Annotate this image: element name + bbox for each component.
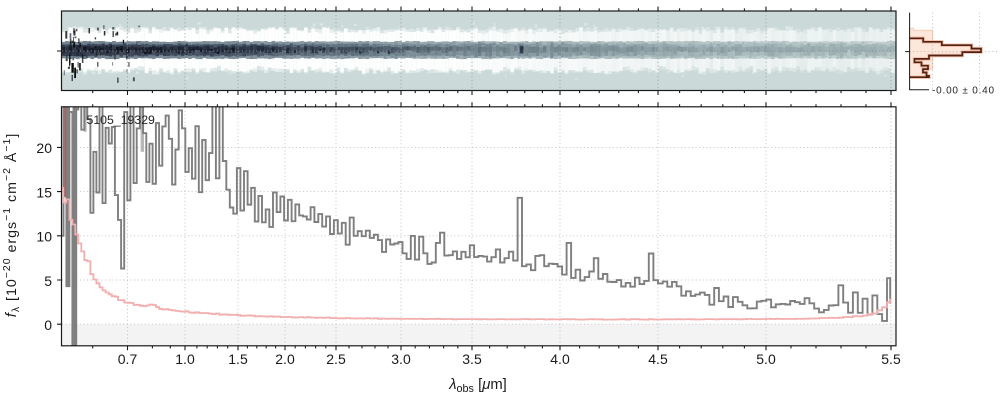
svg-text:2.5: 2.5: [326, 351, 346, 367]
svg-text:5.0: 5.0: [756, 351, 776, 367]
svg-text:λobs [μm]: λobs [μm]: [448, 377, 507, 395]
svg-text:20: 20: [36, 140, 52, 156]
svg-text:3.0: 3.0: [391, 351, 411, 367]
svg-text:5: 5: [44, 273, 52, 289]
svg-text:2.0: 2.0: [275, 351, 295, 367]
svg-text:5.5: 5.5: [881, 351, 901, 367]
svg-text:4.5: 4.5: [648, 351, 668, 367]
svg-text:5105_19329: 5105_19329: [87, 113, 156, 127]
svg-text:4.0: 4.0: [550, 351, 570, 367]
svg-text:10: 10: [36, 229, 52, 245]
svg-text:0: 0: [44, 317, 52, 333]
svg-text:fλ [10−20 ergs−1 cm−2 Å−1]: fλ [10−20 ergs−1 cm−2 Å−1]: [1, 133, 22, 318]
svg-text:15: 15: [36, 184, 52, 200]
svg-text:0.7: 0.7: [118, 351, 138, 367]
svg-text:-0.00 ± 0.40: -0.00 ± 0.40: [932, 86, 995, 97]
svg-text:1.5: 1.5: [228, 351, 248, 367]
svg-text:1.0: 1.0: [175, 351, 195, 367]
svg-text:3.5: 3.5: [462, 351, 482, 367]
